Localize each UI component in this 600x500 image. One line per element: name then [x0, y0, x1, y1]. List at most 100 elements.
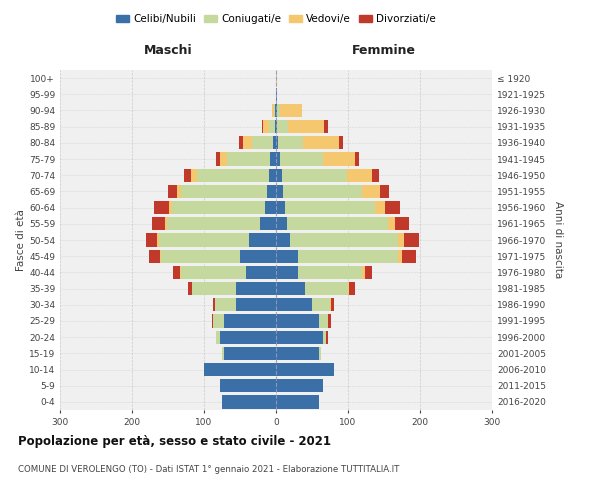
Bar	[275, 120, 276, 134]
Bar	[319, 346, 320, 360]
Bar	[243, 136, 251, 149]
Bar	[277, 104, 280, 117]
Bar	[263, 120, 269, 134]
Bar	[265, 201, 276, 214]
Bar	[216, 330, 220, 344]
Bar	[152, 217, 165, 230]
Bar	[276, 250, 298, 263]
Bar	[204, 363, 276, 376]
Bar	[188, 282, 192, 295]
Bar	[248, 234, 276, 246]
Bar	[173, 266, 180, 279]
Bar	[180, 266, 181, 279]
Bar	[304, 136, 340, 149]
Bar	[251, 136, 273, 149]
Bar	[275, 104, 276, 117]
Bar	[165, 217, 167, 230]
Bar	[288, 120, 324, 134]
Bar	[197, 168, 269, 182]
Bar	[395, 217, 409, 230]
Bar	[398, 250, 402, 263]
Bar	[276, 120, 277, 134]
Bar	[276, 88, 277, 101]
Bar	[276, 330, 323, 344]
Bar	[220, 152, 227, 166]
Bar	[277, 120, 288, 134]
Bar	[220, 330, 276, 344]
Bar	[305, 282, 348, 295]
Bar	[276, 396, 319, 408]
Bar	[227, 152, 270, 166]
Bar	[216, 152, 220, 166]
Bar	[246, 266, 276, 279]
Bar	[212, 314, 214, 328]
Bar	[149, 250, 160, 263]
Bar	[330, 298, 331, 312]
Bar	[260, 217, 276, 230]
Text: COMUNE DI VEROLENGO (TO) - Dati ISTAT 1° gennaio 2021 - Elaborazione TUTTITALIA.: COMUNE DI VEROLENGO (TO) - Dati ISTAT 1°…	[18, 465, 400, 474]
Bar	[172, 201, 265, 214]
Bar	[276, 298, 312, 312]
Bar	[276, 379, 323, 392]
Bar	[331, 298, 334, 312]
Bar	[276, 363, 334, 376]
Bar	[276, 314, 319, 328]
Bar	[214, 314, 224, 328]
Text: Maschi: Maschi	[143, 44, 193, 57]
Legend: Celibi/Nubili, Coniugati/e, Vedovi/e, Divorziati/e: Celibi/Nubili, Coniugati/e, Vedovi/e, Di…	[112, 10, 440, 29]
Bar	[192, 282, 236, 295]
Bar	[167, 217, 260, 230]
Bar	[269, 168, 276, 182]
Bar	[224, 314, 276, 328]
Bar	[157, 234, 158, 246]
Bar	[236, 298, 276, 312]
Bar	[276, 346, 319, 360]
Bar	[154, 201, 169, 214]
Bar	[270, 152, 276, 166]
Text: Femmine: Femmine	[352, 44, 416, 57]
Bar	[276, 217, 287, 230]
Bar	[349, 282, 355, 295]
Bar	[340, 136, 343, 149]
Bar	[276, 72, 277, 85]
Bar	[181, 266, 246, 279]
Bar	[224, 346, 276, 360]
Bar	[388, 217, 395, 230]
Text: Popolazione per età, sesso e stato civile - 2021: Popolazione per età, sesso e stato civil…	[18, 435, 331, 448]
Bar	[280, 152, 323, 166]
Y-axis label: Fasce di età: Fasce di età	[16, 209, 26, 271]
Bar	[276, 152, 280, 166]
Bar	[222, 346, 224, 360]
Bar	[328, 314, 331, 328]
Bar	[380, 185, 389, 198]
Bar	[287, 217, 388, 230]
Bar	[284, 201, 374, 214]
Bar	[347, 168, 372, 182]
Bar	[262, 120, 263, 134]
Bar	[298, 250, 398, 263]
Bar	[214, 298, 215, 312]
Bar	[276, 168, 282, 182]
Bar	[191, 168, 197, 182]
Bar	[323, 152, 355, 166]
Bar	[274, 104, 275, 117]
Bar	[398, 234, 404, 246]
Bar	[298, 266, 362, 279]
Bar	[276, 201, 284, 214]
Bar	[385, 201, 400, 214]
Bar	[319, 314, 328, 328]
Bar	[269, 120, 275, 134]
Bar	[220, 379, 276, 392]
Bar	[276, 136, 278, 149]
Bar	[273, 136, 276, 149]
Bar	[326, 330, 328, 344]
Bar	[222, 396, 276, 408]
Bar	[240, 250, 276, 263]
Bar	[365, 266, 372, 279]
Bar	[374, 201, 385, 214]
Bar	[169, 201, 172, 214]
Bar	[278, 136, 304, 149]
Bar	[290, 234, 398, 246]
Bar	[268, 185, 276, 198]
Bar	[176, 185, 181, 198]
